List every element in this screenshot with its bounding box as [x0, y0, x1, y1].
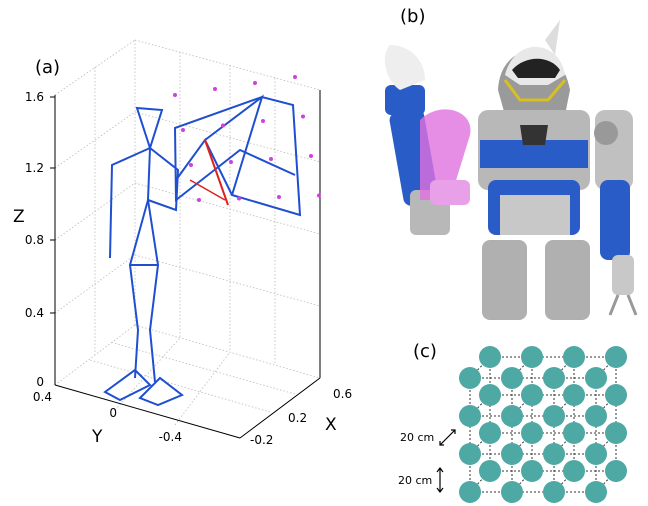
target-point: [237, 197, 241, 201]
tick-label: 1.2: [25, 161, 44, 175]
tick-label: 0: [109, 406, 117, 420]
grid-node: [605, 422, 627, 444]
grid-node: [563, 346, 585, 368]
grid-node: [479, 460, 501, 482]
grid-diagram: [459, 346, 627, 503]
robot: [385, 20, 636, 320]
tick-label: 0.4: [33, 390, 52, 404]
panel-label: (b): [400, 6, 425, 27]
target-point: [253, 81, 257, 85]
grid-node: [521, 422, 543, 444]
tick-label: 0.2: [288, 411, 307, 425]
grid-node: [501, 405, 523, 427]
figure: (a) Z Y X 0 0.4 0.8 1.2 1.6 0.4 0 -0.4 -…: [0, 0, 648, 506]
grid-node: [459, 405, 481, 427]
grid-node: [521, 384, 543, 406]
grid-node: [605, 384, 627, 406]
grid-node: [501, 443, 523, 465]
grid-node: [521, 346, 543, 368]
grid-node: [543, 405, 565, 427]
axis-label: Z: [13, 207, 25, 227]
target-point: [301, 115, 305, 119]
grid-node: [585, 405, 607, 427]
grid-node: [501, 367, 523, 389]
figure-canvas: (a) Z Y X 0 0.4 0.8 1.2 1.6 0.4 0 -0.4 -…: [0, 0, 648, 506]
tick-label: 0.6: [333, 387, 352, 401]
target-point: [173, 93, 177, 97]
grid-node: [479, 422, 501, 444]
target-point: [197, 198, 201, 202]
grid-node: [563, 422, 585, 444]
tick-label: 0: [36, 375, 44, 389]
grid-node: [605, 460, 627, 482]
grid-node: [563, 460, 585, 482]
dimension-label: 20 cm: [398, 474, 432, 487]
grid-node: [563, 384, 585, 406]
dimension-label: 20 cm: [400, 431, 434, 444]
grid-node: [585, 481, 607, 503]
axis-label: Y: [91, 427, 103, 447]
grid-node: [459, 367, 481, 389]
dimension-arrows: [437, 430, 455, 492]
target-point: [309, 154, 313, 158]
grid-node: [543, 481, 565, 503]
target-point: [269, 157, 273, 161]
grid-node: [479, 384, 501, 406]
grid-node: [459, 443, 481, 465]
target-point: [261, 119, 265, 123]
tick-label: -0.2: [250, 433, 273, 447]
target-point: [293, 75, 297, 79]
grid-node: [585, 443, 607, 465]
grid-node: [479, 346, 501, 368]
axis-label: X: [325, 415, 337, 435]
grid-node: [521, 460, 543, 482]
axes: [50, 90, 320, 438]
target-point: [277, 195, 281, 199]
grid-node: [501, 481, 523, 503]
grid-node: [605, 346, 627, 368]
grid-node: [585, 367, 607, 389]
tick-label: -0.4: [159, 430, 182, 444]
target-point: [221, 124, 225, 128]
stick-figure: [105, 97, 300, 405]
target-point: [189, 163, 193, 167]
grid-node: [543, 367, 565, 389]
tick-label: 0.8: [25, 233, 44, 247]
grid-node: [543, 443, 565, 465]
target-point: [181, 128, 185, 132]
grid-node: [459, 481, 481, 503]
panel-label: (c): [413, 341, 437, 362]
target-point: [213, 87, 217, 91]
target-point: [317, 194, 321, 198]
plot-box: [55, 40, 320, 425]
target-point: [229, 160, 233, 164]
tick-label: 0.4: [25, 306, 44, 320]
panel-label: (a): [35, 57, 60, 78]
tick-label: 1.6: [25, 90, 44, 104]
